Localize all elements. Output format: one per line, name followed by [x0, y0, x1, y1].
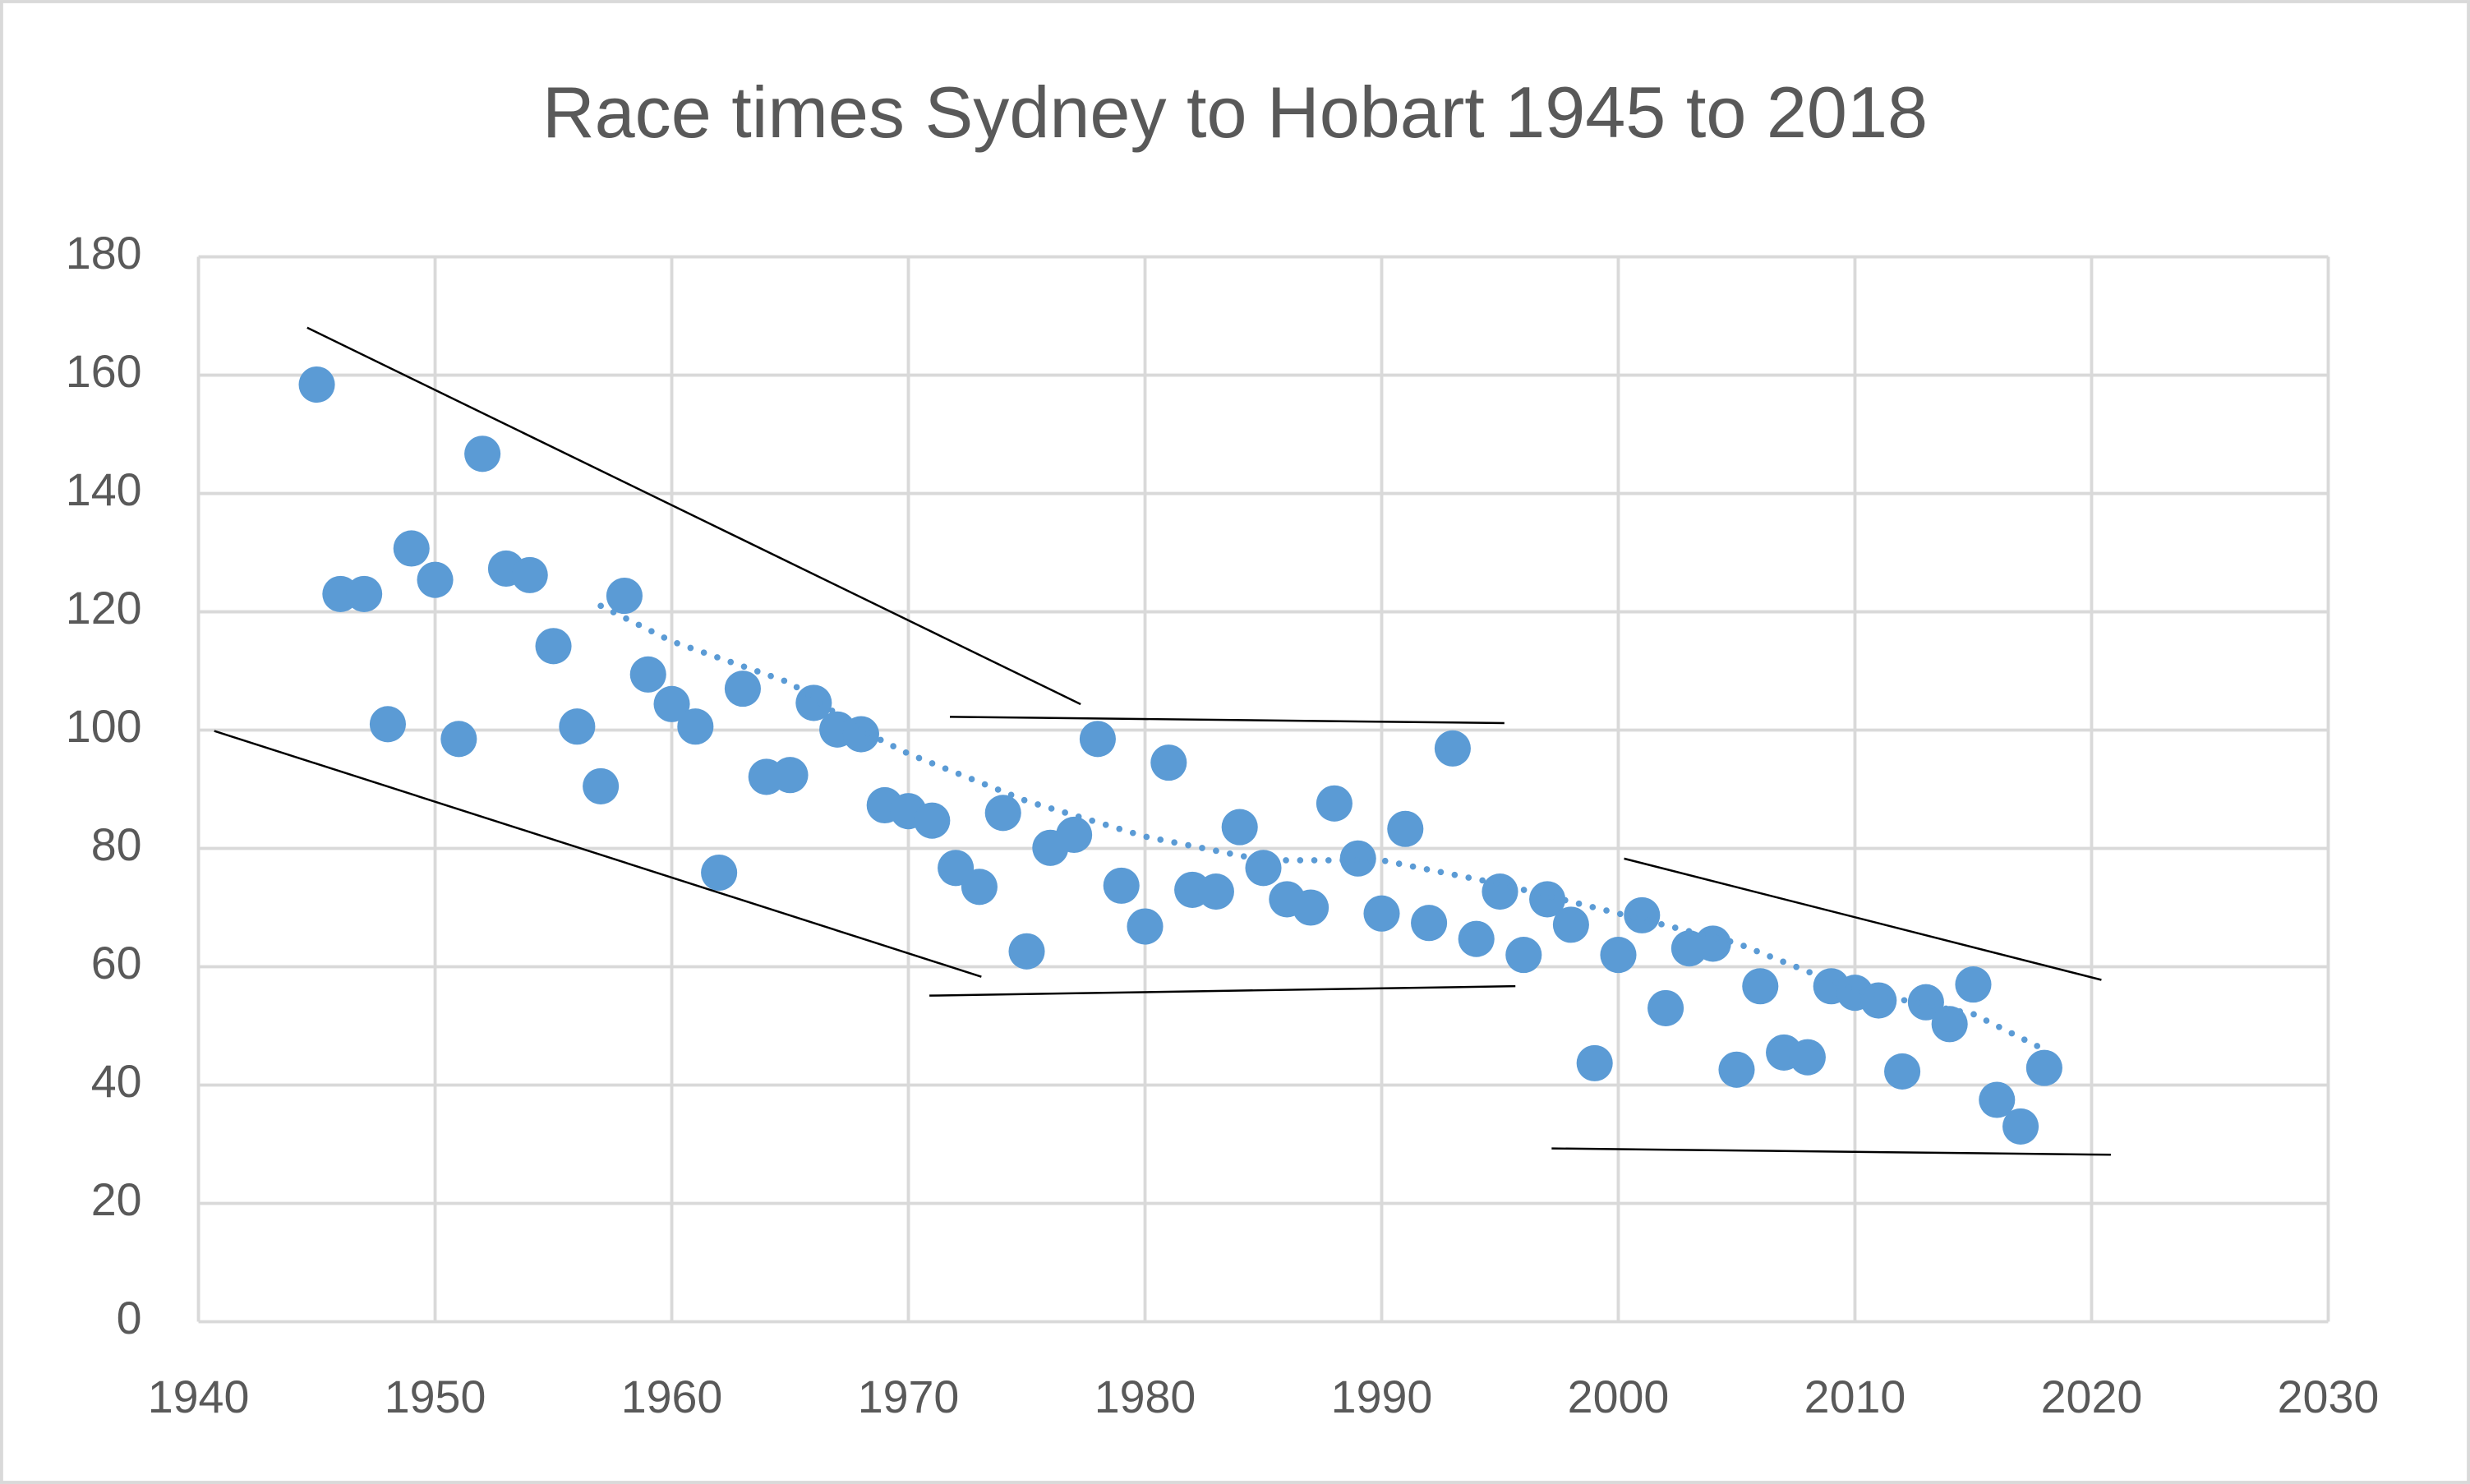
data-point	[1056, 816, 1093, 853]
plot-area: 0 20 40 60 80 100 120 140 160 180 1940 1950 1960 1970…	[66, 228, 2379, 1422]
y-tick-label: 80	[91, 819, 142, 870]
x-tick-label: 2000	[1568, 1371, 1670, 1422]
data-point	[1600, 937, 1637, 974]
annotation-line	[1551, 1147, 2111, 1156]
data-point	[1576, 1044, 1613, 1081]
data-point	[914, 802, 951, 839]
y-tick-label: 0	[117, 1293, 142, 1343]
annotation-lines	[214, 326, 2111, 1156]
data-point	[701, 854, 738, 892]
data-point	[1245, 850, 1282, 887]
data-point	[1647, 989, 1684, 1026]
data-point	[1907, 984, 1944, 1021]
data-point	[1363, 895, 1400, 932]
data-point	[1552, 906, 1589, 943]
x-tick-label: 1940	[148, 1371, 250, 1422]
data-point	[1505, 937, 1542, 974]
data-point	[606, 578, 643, 615]
data-point	[1103, 867, 1140, 904]
data-point	[369, 706, 406, 743]
x-tick-label: 1960	[621, 1371, 723, 1422]
data-point	[1979, 1081, 2016, 1118]
data-point	[346, 575, 383, 612]
y-tick-label: 40	[91, 1056, 142, 1107]
y-tick-label: 160	[66, 346, 142, 397]
data-point	[1742, 968, 1779, 1005]
data-point	[2025, 1049, 2062, 1086]
x-tick-label: 1990	[1331, 1371, 1433, 1422]
data-point	[984, 795, 1021, 832]
data-point	[1008, 933, 1045, 970]
data-point	[1789, 1039, 1826, 1076]
chart-title: Race times Sydney to Hobart 1945 to 2018	[542, 71, 1928, 153]
data-point	[795, 684, 832, 721]
y-tick-label: 180	[66, 228, 142, 279]
data-point	[393, 530, 430, 567]
data-point	[535, 628, 572, 665]
annotation-line	[929, 984, 1516, 997]
x-tick-label: 1980	[1094, 1371, 1196, 1422]
data-point	[559, 708, 596, 745]
data-point	[1150, 744, 1187, 781]
data-point	[961, 869, 998, 906]
data-point	[1482, 873, 1518, 910]
x-tick-label: 1970	[858, 1371, 960, 1422]
data-point	[1127, 908, 1164, 945]
x-tick-label: 2030	[2278, 1371, 2380, 1422]
annotation-line	[1624, 857, 2102, 981]
y-tick-label: 20	[91, 1174, 142, 1225]
data-point	[1624, 896, 1661, 933]
x-tick-label: 1950	[385, 1371, 486, 1422]
data-point	[1860, 982, 1897, 1019]
data-point	[629, 656, 666, 693]
data-point	[1931, 1006, 1968, 1043]
data-point	[2002, 1108, 2039, 1145]
annotation-line	[306, 326, 1081, 706]
data-point	[1458, 920, 1495, 957]
data-point	[511, 556, 548, 593]
data-point	[1221, 809, 1258, 846]
y-tick-label: 120	[66, 583, 142, 634]
data-point	[653, 685, 690, 722]
data-point	[1079, 721, 1116, 758]
data-point	[440, 721, 477, 758]
data-point	[1387, 810, 1424, 847]
data-point	[464, 436, 501, 472]
annotation-line	[949, 716, 1505, 725]
data-point	[1293, 889, 1329, 926]
y-tick-label: 100	[66, 701, 142, 752]
data-point	[1884, 1053, 1921, 1090]
data-point	[772, 757, 809, 794]
y-tick-label: 140	[66, 464, 142, 515]
data-point	[298, 366, 335, 403]
data-point	[842, 716, 879, 753]
y-tick-label: 60	[91, 938, 142, 989]
data-point	[1955, 966, 1992, 1003]
data-point	[583, 767, 620, 804]
data-point	[1316, 785, 1353, 822]
data-point	[724, 671, 761, 707]
data-point	[1197, 873, 1234, 910]
data-point	[1434, 730, 1471, 767]
data-point	[677, 708, 714, 745]
trend-line	[597, 602, 2048, 1053]
annotation-line	[214, 730, 982, 978]
data-point	[1529, 881, 1566, 918]
x-tick-label: 2010	[1804, 1371, 1906, 1422]
data-point	[1718, 1051, 1755, 1088]
x-tick-label: 2020	[2041, 1371, 2143, 1422]
data-point	[1411, 905, 1448, 942]
data-point	[417, 561, 454, 598]
data-point	[1694, 925, 1731, 962]
